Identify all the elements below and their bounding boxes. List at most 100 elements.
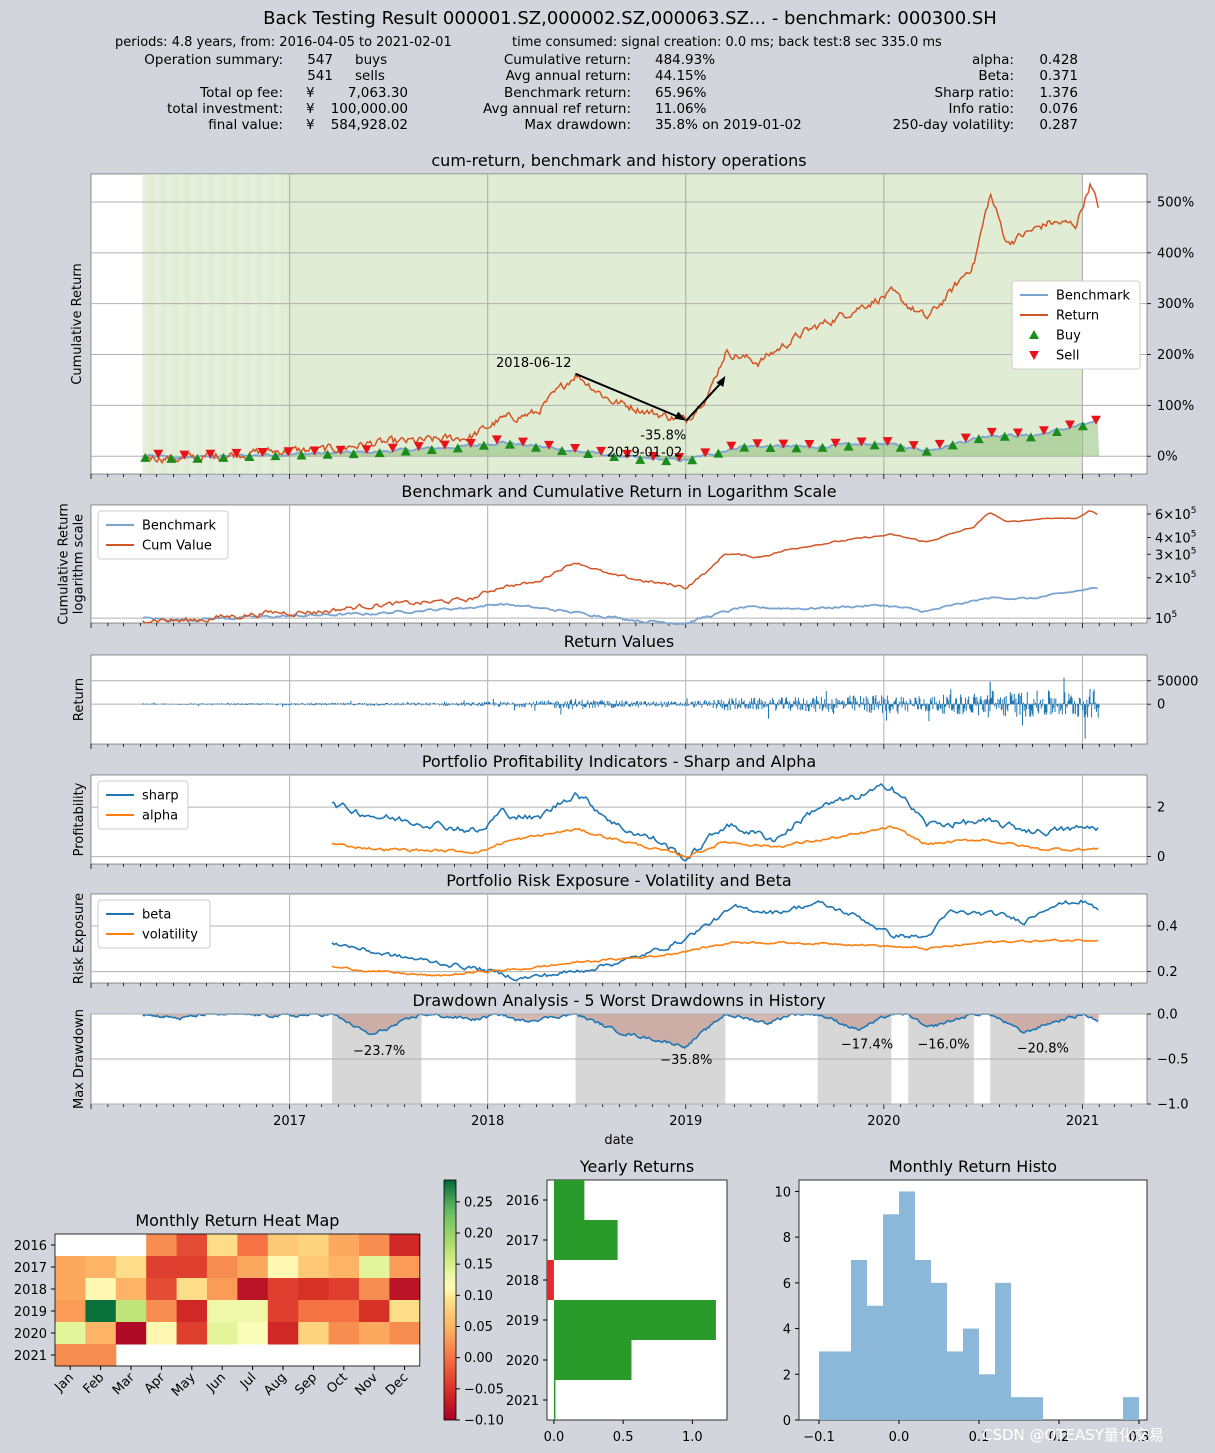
colorbar-tick-label: −0.10 (464, 1414, 504, 1429)
yearly-year-label: 2020 (506, 1354, 539, 1369)
benchmark-area-fill (142, 420, 1100, 462)
cum-return-legend-label: Sell (1056, 349, 1079, 364)
summary-right-label: Beta: (978, 68, 1014, 84)
return-values-y-tick-label: 0 (1157, 698, 1165, 713)
buy-marker (999, 431, 1010, 441)
summary-left-label: total investment: (167, 101, 283, 117)
heatmap-cell (55, 1278, 86, 1301)
log-return-title: Benchmark and Cumulative Return in Logar… (401, 482, 836, 501)
histo-bar (979, 1374, 995, 1420)
sell-marker (543, 440, 554, 450)
profitability-plot-area (90, 774, 1148, 865)
heatmap-cell (146, 1234, 178, 1257)
summary-left-count: 541 (307, 68, 333, 84)
drawdown-arrow-down (575, 372, 681, 419)
holding-period-stripe (274, 174, 281, 474)
heatmap-cell (146, 1278, 178, 1301)
cum-return-legend-label: Return (1056, 309, 1099, 324)
buy-marker (166, 453, 177, 463)
cum-return-legend-label: Buy (1056, 329, 1081, 344)
buy-marker (322, 449, 333, 459)
heatmap-col-label: Feb (81, 1370, 108, 1397)
drawdown-label: −35.8% (660, 1053, 712, 1068)
buy-marker (973, 434, 984, 444)
buy-marker (895, 442, 906, 452)
log-return-y-tick-label: 105 (1155, 610, 1177, 627)
log-return-legend-label: Benchmark (142, 519, 217, 534)
summary-left-currency: ¥ (306, 101, 315, 117)
summary-left-amount: 7,063.30 (347, 85, 408, 101)
heatmap-cell (146, 1322, 178, 1345)
heatmap-col-label-group: May (169, 1370, 199, 1400)
heatmap-colorbar (443, 1179, 457, 1421)
sell-marker (309, 446, 320, 456)
heatmap-cell (207, 1234, 238, 1257)
sell-marker (517, 437, 528, 447)
periods-text: periods: 4.8 years, from: 2016-04-05 to … (115, 35, 452, 50)
cum-return-y-tick-label: 0% (1157, 450, 1178, 465)
profitability-legend-box (97, 780, 189, 830)
buy-marker (947, 440, 958, 450)
heatmap-cell (85, 1256, 117, 1279)
summary-middle-value: 11.06% (655, 101, 707, 117)
return-values-plot-area (90, 654, 1148, 745)
sell-marker (231, 448, 242, 458)
heatmap-row-label: 2021 (14, 1349, 47, 1364)
heatmap-cell (176, 1278, 208, 1301)
profitability-y-tick-label: 2 (1157, 801, 1165, 816)
return-values-ylabel-text: Return (72, 678, 87, 721)
buy-marker (348, 449, 359, 459)
summary-right-value: 0.287 (1039, 117, 1078, 133)
heatmap-cell (115, 1322, 147, 1345)
recovery-arrow (685, 379, 725, 422)
sell-marker (257, 447, 268, 457)
histo-x-tick-label: 0.2 (1049, 1430, 1070, 1445)
cum-return-y-tick-label: 100% (1157, 399, 1194, 414)
risk-exposure-y-tick-label: 0.4 (1157, 919, 1178, 934)
sell-marker (387, 443, 398, 453)
heatmap-cell (298, 1234, 330, 1257)
peak-date-annotation: 2018-06-12 (496, 356, 572, 371)
page-title: Back Testing Result 000001.SZ,000002.SZ,… (263, 8, 997, 29)
drawdown-area-fill (142, 1014, 1100, 1048)
sell-marker (465, 438, 476, 448)
heatmap-cell (267, 1256, 299, 1279)
histo-bar (899, 1191, 915, 1420)
histo-bar (995, 1282, 1011, 1420)
heatmap-cell (176, 1300, 208, 1323)
log-benchmark-line (142, 587, 1098, 626)
summary-middle-label: Avg annual return: (505, 68, 631, 84)
heatmap-col-label: Jul (237, 1370, 259, 1392)
cum-return-legend-label: Benchmark (1056, 289, 1131, 304)
drawdown-arrowhead (674, 411, 687, 421)
buy-marker (921, 446, 932, 456)
summary-left-label: Total op fee: (200, 85, 283, 101)
summary-right-value: 0.371 (1039, 68, 1078, 84)
log-return-ylabel: Cumulative Return logarithm scale (57, 503, 87, 624)
holding-period-stripe (238, 174, 245, 474)
yearly-year-label: 2016 (506, 1194, 539, 1209)
summary-middle-value: 65.96% (655, 85, 707, 101)
return-values-y-tick-label: 50000 (1157, 674, 1198, 689)
heatmap-cell (237, 1278, 269, 1301)
heatmap-frame (54, 1233, 421, 1367)
heatmap-col-label: Sep (292, 1370, 320, 1398)
buy-marker (661, 456, 672, 466)
buy-marker (530, 442, 541, 452)
heatmap-cell (55, 1322, 86, 1345)
cum-return-y-tick-label: 400% (1157, 246, 1194, 261)
holding-period-stripe (250, 174, 257, 474)
recovery-arrowhead (716, 375, 726, 387)
heatmap-cell (359, 1300, 390, 1323)
buy-marker (270, 451, 281, 461)
risk-exposure-legend-label: beta (142, 908, 171, 923)
summary-right-label: 250-day volatility: (892, 117, 1014, 133)
heatmap-cell (359, 1278, 390, 1301)
risk-exposure-legend-box (97, 899, 211, 949)
holding-period-stripe (226, 174, 233, 474)
return-value-bars (142, 677, 1100, 739)
colorbar-tick-label: 0.20 (464, 1226, 493, 1241)
sell-marker (830, 438, 841, 448)
buy-marker (687, 455, 698, 465)
holding-period-stripe (190, 174, 197, 474)
